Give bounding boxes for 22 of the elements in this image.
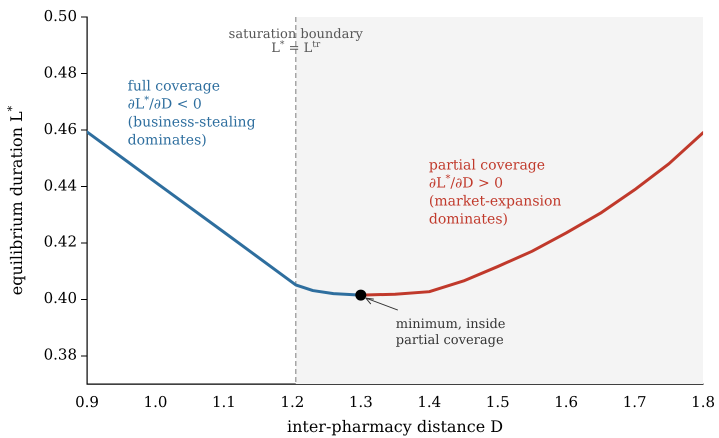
x-tick-label: 1.8 [691,392,715,411]
y-tick-label: 0.50 [44,6,77,25]
y-tick-label: 0.38 [44,346,77,364]
x-tick-label: 1.3 [348,392,373,411]
x-tick-label: 0.9 [75,392,99,411]
annotation: full coverage ∂L*/∂D < 0 (business-stealing dominates) [128,78,256,148]
x-tick-label: 1.4 [417,392,442,411]
x-tick-label: 1.6 [554,392,578,411]
x-axis-title: inter-pharmacy distance D [286,417,504,436]
y-tick-label: 0.44 [44,176,77,194]
x-tick-label: 1.1 [212,392,236,411]
x-tick-label: 1.0 [144,392,168,411]
y-tick-label: 0.42 [44,232,77,251]
y-tick-label: 0.46 [44,120,77,138]
x-tick-label: 1.5 [486,392,510,411]
x-tick-label: 1.7 [622,392,647,411]
x-tick-label: 1.2 [280,392,304,411]
y-tick-label: 0.40 [44,289,77,308]
annotation: partial coverage ∂L*/∂D > 0 (market-expansion dominates) [428,157,562,228]
y-axis-title: equilibrium duration L* [6,105,26,296]
annotation: minimum, inside partial coverage [396,317,506,348]
y-tick-label: 0.48 [44,63,77,82]
